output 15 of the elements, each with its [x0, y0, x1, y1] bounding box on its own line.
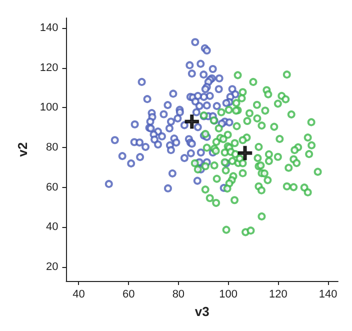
y-tick-label: 60: [46, 181, 58, 194]
y-tick-label: 100: [40, 102, 58, 114]
x-axis-title: v3: [194, 304, 210, 319]
y-tick-label: 40: [46, 221, 58, 234]
y-tick-label: 80: [46, 142, 58, 154]
x-tick-label: 40: [72, 288, 85, 300]
y-axis-title: v2: [15, 142, 30, 157]
y-tick-label: 120: [40, 62, 58, 74]
y-tick-label: 140: [40, 22, 58, 34]
x-tick-label: 100: [219, 288, 238, 300]
x-tick-label: 80: [172, 288, 185, 300]
x-tick-label: 120: [268, 288, 288, 300]
x-tick-label: 60: [122, 288, 135, 300]
y-tick-label: 20: [46, 261, 58, 274]
x-tick-label: 140: [318, 288, 338, 300]
